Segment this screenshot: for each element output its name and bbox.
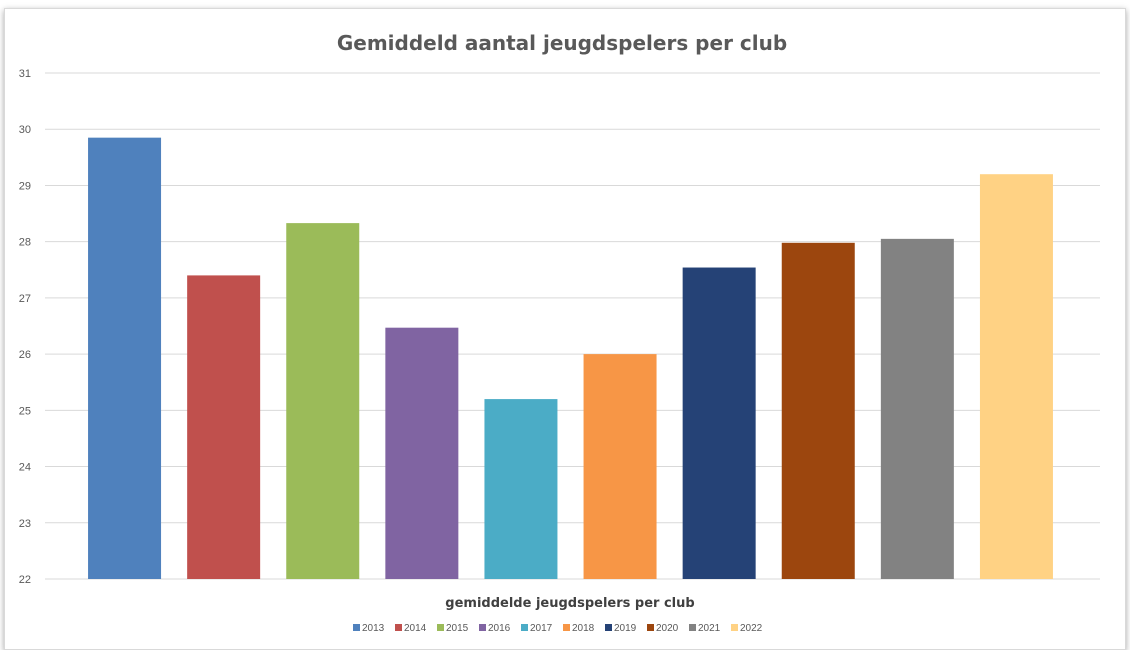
bar-2015 bbox=[286, 223, 360, 579]
legend-swatch-2015 bbox=[437, 624, 444, 631]
chart-title: Gemiddeld aantal jeugdspelers per club bbox=[337, 31, 787, 55]
legend-swatch-2021 bbox=[689, 624, 696, 631]
bar-2016 bbox=[385, 327, 459, 579]
legend-swatch-2022 bbox=[731, 624, 738, 631]
legend-label-2016: 2016 bbox=[488, 623, 511, 634]
y-tick-label: 26 bbox=[19, 349, 31, 361]
y-tick-label: 25 bbox=[19, 405, 31, 417]
y-tick-label: 22 bbox=[19, 574, 31, 586]
legend-swatch-2014 bbox=[395, 624, 402, 631]
bars bbox=[88, 137, 1053, 579]
bar-2020 bbox=[781, 242, 855, 579]
legend-swatch-2013 bbox=[353, 624, 360, 631]
bar-2022 bbox=[979, 174, 1053, 579]
bar-2017 bbox=[484, 399, 558, 579]
y-axis-ticks: 22 23 24 25 26 27 28 29 30 31 bbox=[19, 68, 31, 586]
y-tick-label: 27 bbox=[19, 293, 31, 305]
y-tick-label: 31 bbox=[19, 68, 31, 80]
legend-swatch-2019 bbox=[605, 624, 612, 631]
bar-2013 bbox=[88, 137, 162, 579]
legend-label-2021: 2021 bbox=[698, 623, 721, 634]
legend-label-2018: 2018 bbox=[572, 623, 595, 634]
legend-label-2017: 2017 bbox=[530, 623, 553, 634]
legend: 2013 2014 2015 2016 2017 2018 2019 2020 2021 2022 bbox=[353, 623, 763, 634]
legend-swatch-2018 bbox=[563, 624, 570, 631]
y-tick-label: 23 bbox=[19, 518, 31, 530]
legend-label-2015: 2015 bbox=[446, 623, 469, 634]
bar-2019 bbox=[682, 267, 756, 579]
legend-label-2020: 2020 bbox=[656, 623, 679, 634]
legend-label-2022: 2022 bbox=[740, 623, 763, 634]
bar-2021 bbox=[880, 238, 954, 579]
legend-label-2014: 2014 bbox=[404, 623, 427, 634]
y-tick-label: 24 bbox=[19, 462, 31, 474]
legend-swatch-2016 bbox=[479, 624, 486, 631]
y-tick-label: 28 bbox=[19, 237, 31, 249]
legend-swatch-2017 bbox=[521, 624, 528, 631]
bar-2018 bbox=[583, 354, 657, 579]
y-tick-label: 29 bbox=[19, 180, 31, 192]
legend-label-2019: 2019 bbox=[614, 623, 637, 634]
legend-swatch-2020 bbox=[647, 624, 654, 631]
legend-label-2013: 2013 bbox=[362, 623, 385, 634]
x-axis-label: gemiddelde jeugdspelers per club bbox=[445, 596, 694, 611]
y-tick-label: 30 bbox=[19, 124, 31, 136]
bar-2014 bbox=[187, 275, 261, 579]
